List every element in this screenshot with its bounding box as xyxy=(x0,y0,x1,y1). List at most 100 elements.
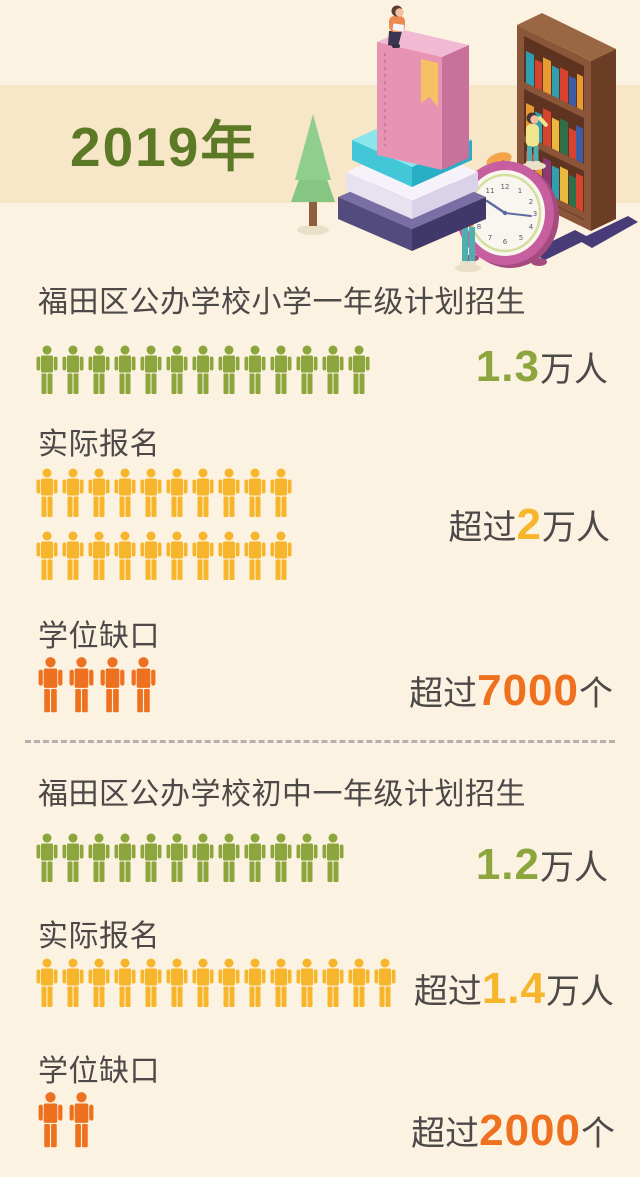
person-icon xyxy=(140,833,162,882)
person-icon xyxy=(62,531,84,580)
person-icon xyxy=(140,468,162,517)
year-title: 2019年 xyxy=(70,116,258,178)
stat-label-middle-gap: 学位缺口 xyxy=(38,1055,160,1088)
person-icon xyxy=(88,833,110,882)
person-icon xyxy=(62,468,84,517)
book-stack-icon xyxy=(338,5,486,251)
person-icon xyxy=(270,531,292,580)
stat-unit: 万人 xyxy=(542,509,610,547)
person-icon xyxy=(140,531,162,580)
person-icon xyxy=(100,657,125,713)
person-icon xyxy=(140,345,162,394)
stat-value-middle-gap: 超过 2000 个 xyxy=(411,1106,615,1155)
person-icon xyxy=(88,958,110,1007)
stat-value-middle-plan: 1.2 万人 xyxy=(476,840,608,889)
person-icon xyxy=(88,531,110,580)
stat-unit: 万人 xyxy=(546,973,614,1011)
svg-text:6: 6 xyxy=(503,238,508,246)
person-icon xyxy=(62,833,84,882)
alarm-clock-icon: 121234567891011 xyxy=(456,152,590,268)
person-icon xyxy=(36,833,58,882)
person-icon xyxy=(244,468,266,517)
pictogram-row-middle-plan xyxy=(36,831,348,885)
pink-book-icon xyxy=(377,30,469,170)
person-icon xyxy=(348,345,370,394)
person-icon xyxy=(270,345,292,394)
person-icon xyxy=(270,468,292,517)
stat-number: 1.4 xyxy=(481,964,546,1013)
stat-number: 1.3 xyxy=(475,342,540,391)
person-icon xyxy=(88,468,110,517)
pictogram-row-primary-gap xyxy=(38,656,162,714)
person-icon xyxy=(218,958,240,1007)
reading-person-icon xyxy=(388,5,405,48)
person-icon xyxy=(244,345,266,394)
person-icon xyxy=(192,531,214,580)
person-icon xyxy=(114,531,136,580)
stat-value-primary-plan: 1.3 万人 xyxy=(476,342,608,391)
person-icon xyxy=(36,958,58,1007)
pictogram-row-middle-gap xyxy=(38,1091,100,1149)
person-icon xyxy=(36,345,58,394)
svg-text:12: 12 xyxy=(501,183,510,191)
person-icon xyxy=(38,657,63,713)
stat-qualifier: 超过 xyxy=(411,1115,480,1153)
person-icon xyxy=(131,657,156,713)
person-icon xyxy=(69,1092,94,1148)
person-icon xyxy=(296,345,318,394)
person-icon xyxy=(114,468,136,517)
person-icon xyxy=(374,958,396,1007)
person-icon xyxy=(166,531,188,580)
stat-qualifier: 超过 xyxy=(413,973,482,1011)
stat-unit: 个 xyxy=(579,675,613,713)
person-icon xyxy=(244,833,266,882)
stat-label-primary-applied: 实际报名 xyxy=(38,428,160,461)
tree-icon xyxy=(291,114,335,235)
stat-label-primary-gap: 学位缺口 xyxy=(38,620,160,653)
person-icon xyxy=(218,833,240,882)
dashed-divider xyxy=(25,740,615,743)
svg-text:11: 11 xyxy=(486,187,495,195)
person-icon xyxy=(192,468,214,517)
person-icon xyxy=(244,958,266,1007)
person-icon xyxy=(69,657,94,713)
person-icon xyxy=(62,958,84,1007)
person-icon xyxy=(322,833,344,882)
person-icon xyxy=(270,833,292,882)
stat-value-primary-gap: 超过 7000 个 xyxy=(409,666,613,715)
person-icon xyxy=(218,468,240,517)
person-icon xyxy=(140,958,162,1007)
stat-value-primary-applied: 超过 2 万人 xyxy=(449,500,610,549)
person-icon xyxy=(88,345,110,394)
person-icon xyxy=(296,833,318,882)
person-icon xyxy=(166,468,188,517)
person-icon xyxy=(114,345,136,394)
person-icon xyxy=(322,345,344,394)
stat-qualifier: 超过 xyxy=(409,675,478,713)
person-icon xyxy=(38,1092,63,1148)
bookmark-icon xyxy=(421,59,438,107)
stat-label-middle-applied: 实际报名 xyxy=(38,920,160,953)
pictogram-row-primary-plan xyxy=(36,343,374,397)
stat-number: 2 xyxy=(516,500,542,549)
person-icon xyxy=(192,345,214,394)
person-icon xyxy=(36,531,58,580)
person-icon xyxy=(36,468,58,517)
stat-qualifier: 超过 xyxy=(448,509,517,547)
person-icon xyxy=(348,958,370,1007)
svg-text:3: 3 xyxy=(533,210,537,218)
person-icon xyxy=(166,833,188,882)
person-icon xyxy=(114,833,136,882)
pictogram-row-primary-applied xyxy=(36,466,297,583)
person-icon xyxy=(62,345,84,394)
person-icon xyxy=(192,958,214,1007)
person-icon xyxy=(270,958,292,1007)
person-icon xyxy=(244,531,266,580)
svg-text:1: 1 xyxy=(518,187,522,195)
person-icon xyxy=(166,958,188,1007)
person-icon xyxy=(114,958,136,1007)
person-icon xyxy=(322,958,344,1007)
stat-number: 2000 xyxy=(479,1106,581,1155)
stat-unit: 万人 xyxy=(540,351,608,389)
